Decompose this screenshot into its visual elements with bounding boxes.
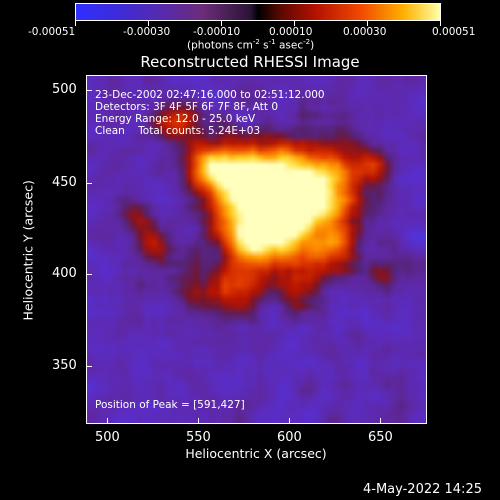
x-tick-label: 500 bbox=[95, 430, 120, 445]
x-tick bbox=[198, 418, 199, 423]
peak-position: Position of Peak = [591,427] bbox=[95, 399, 245, 411]
colorbar-tick-label: -0.00051 bbox=[28, 26, 76, 38]
x-tick-label: 600 bbox=[277, 430, 302, 445]
x-axis-label: Heliocentric X (arcsec) bbox=[185, 446, 327, 461]
info-energy-range: Energy Range: 12.0 - 25.0 keV bbox=[95, 113, 256, 125]
image-plot: 23-Dec-2002 02:47:16.000 to 02:51:12.000… bbox=[86, 75, 427, 424]
colorbar-tick-label: 0.00051 bbox=[432, 26, 476, 38]
colorbar-tick bbox=[440, 21, 441, 26]
colorbar-tick-label: 0.00010 bbox=[269, 26, 313, 38]
colorbar-units: (photons cm-2 s-1 asec-2) bbox=[187, 38, 315, 52]
rhessi-image bbox=[87, 76, 426, 423]
plot-title: Reconstructed RHESSI Image bbox=[140, 53, 360, 71]
colorbar bbox=[75, 3, 441, 21]
y-tick-label: 400 bbox=[52, 266, 77, 281]
colorbar-tick bbox=[367, 21, 368, 26]
colorbar-tick-label: 0.00030 bbox=[343, 26, 387, 38]
y-tick-label: 350 bbox=[52, 358, 77, 373]
y-tick bbox=[87, 274, 92, 275]
y-tick-label: 500 bbox=[52, 82, 77, 97]
info-time-range: 23-Dec-2002 02:47:16.000 to 02:51:12.000 bbox=[95, 89, 325, 101]
x-tick bbox=[289, 418, 290, 423]
colorbar-tick bbox=[148, 21, 149, 26]
y-tick bbox=[87, 183, 92, 184]
y-tick-label: 450 bbox=[52, 175, 77, 190]
generation-date: 4-May-2022 14:25 bbox=[363, 482, 482, 497]
y-tick bbox=[87, 90, 92, 91]
colorbar-tick bbox=[294, 21, 295, 26]
info-detectors: Detectors: 3F 4F 5F 6F 7F 8F, Att 0 bbox=[95, 101, 279, 113]
x-tick bbox=[380, 418, 381, 423]
colorbar-tick bbox=[221, 21, 222, 26]
colorbar-tick-label: -0.00030 bbox=[123, 26, 171, 38]
colorbar-tick-label: -0.00010 bbox=[193, 26, 241, 38]
x-tick bbox=[107, 418, 108, 423]
x-tick-label: 550 bbox=[186, 430, 211, 445]
info-total-counts: Clean Total counts: 5.24E+03 bbox=[95, 125, 261, 137]
y-axis-label: Heliocentric Y (arcsec) bbox=[20, 180, 36, 321]
y-tick bbox=[87, 366, 92, 367]
colorbar-tick bbox=[75, 21, 76, 26]
x-tick-label: 650 bbox=[368, 430, 393, 445]
